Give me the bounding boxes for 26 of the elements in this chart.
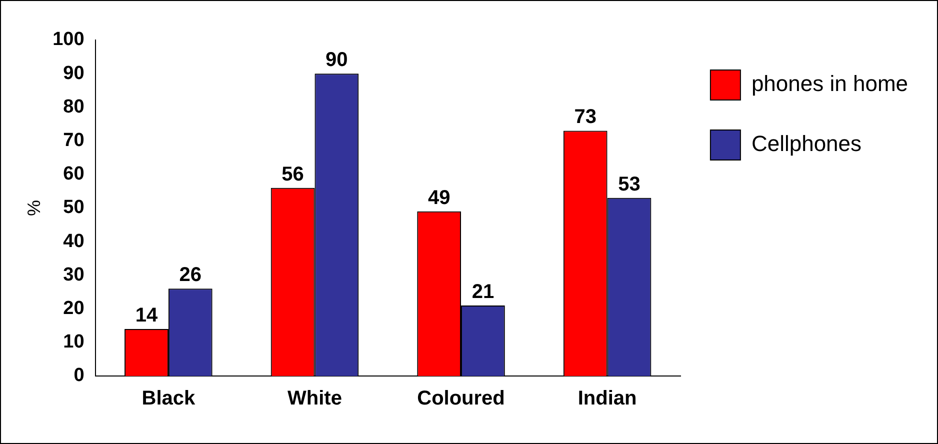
legend-label: phones in home <box>751 71 908 96</box>
data-label: 53 <box>618 173 640 196</box>
y-tick-label: 20 <box>63 298 84 320</box>
y-tick-label: 50 <box>63 197 84 218</box>
y-tick-label: 30 <box>63 264 84 286</box>
x-tick-label: White <box>288 388 342 410</box>
data-label: 14 <box>135 304 158 326</box>
y-axis-title: % <box>24 200 44 216</box>
x-tick-label: Indian <box>578 388 637 410</box>
data-label: 73 <box>574 106 596 128</box>
y-tick-label: 0 <box>74 365 84 386</box>
y-tick-label: 90 <box>63 62 84 84</box>
y-tick-label: 60 <box>63 164 84 185</box>
y-tick-label: 10 <box>63 332 84 353</box>
data-label: 26 <box>179 264 202 286</box>
x-tick-label: Coloured <box>417 388 505 410</box>
data-label: 90 <box>326 49 348 72</box>
y-tick-label: 70 <box>63 130 84 152</box>
data-label: 56 <box>282 163 304 186</box>
data-label: 49 <box>428 186 450 209</box>
y-tick-label: 80 <box>63 96 84 118</box>
x-tick-label: Black <box>142 388 196 410</box>
y-tick-label: 100 <box>52 29 84 50</box>
y-tick-label: 40 <box>63 230 84 252</box>
legend-label: Cellphones <box>751 131 862 156</box>
data-label: 21 <box>472 280 494 303</box>
